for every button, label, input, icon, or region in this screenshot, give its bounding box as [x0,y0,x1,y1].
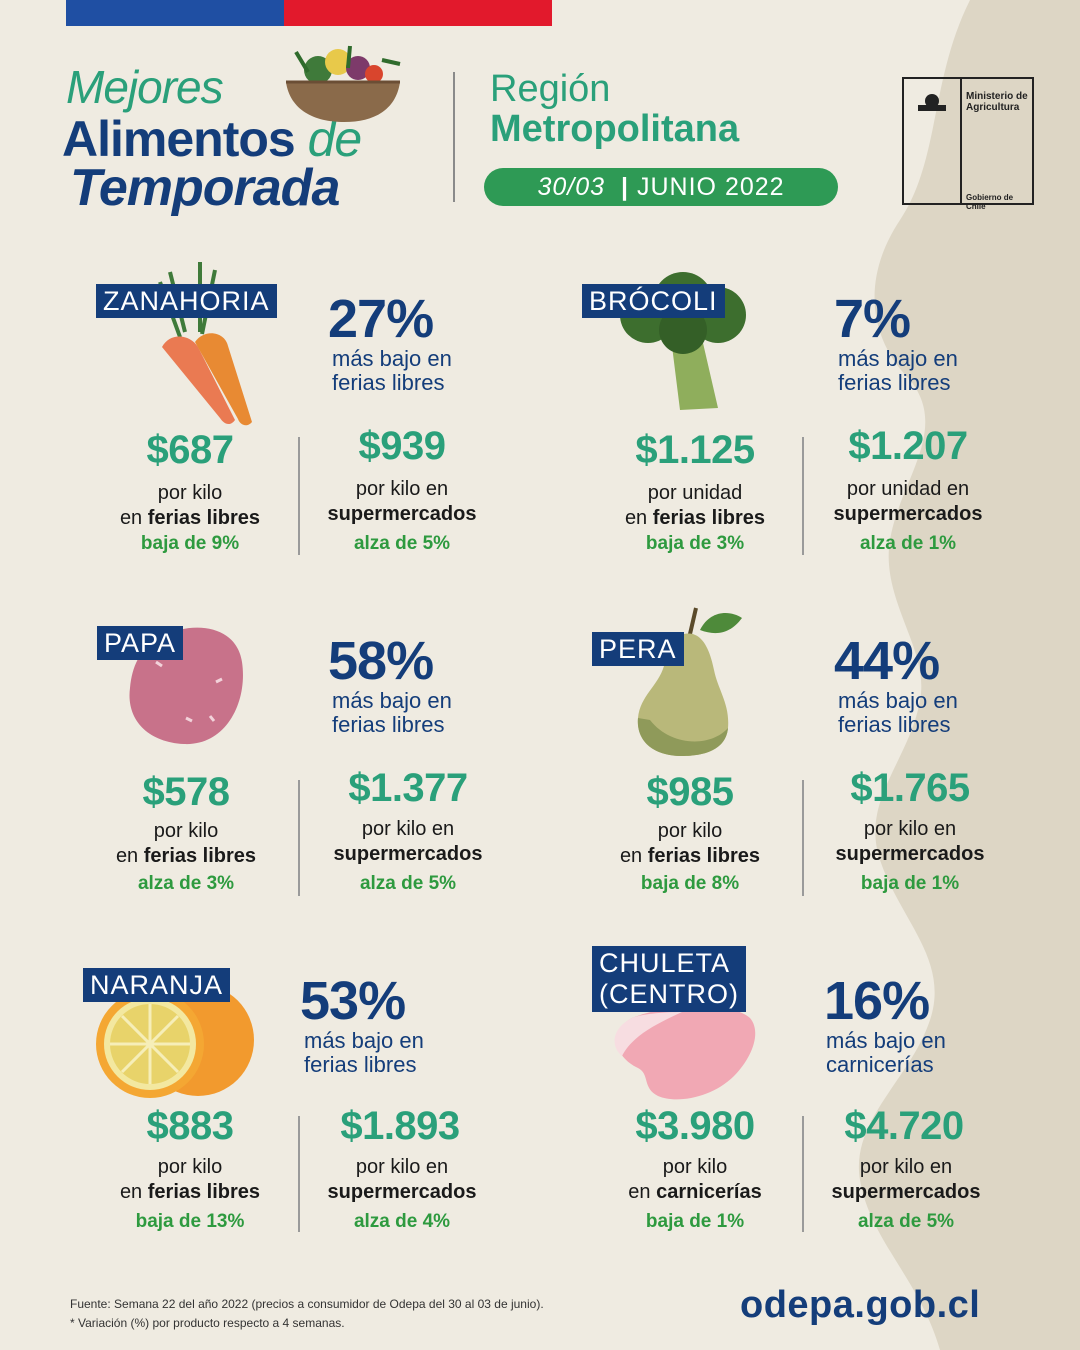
vegetable-bowl-icon [286,45,401,122]
change-supermercados: alza de 5% [857,1211,955,1232]
variation-note: * Variación (%) por producto respecto a … [70,1316,345,1330]
savings-percent: 44% [834,631,940,691]
unit-supermercados: por kilo en supermercados [327,478,477,525]
background-decoration [858,0,1080,1350]
pear-icon [637,607,742,756]
region-name: Metropolitana [490,108,740,150]
price-carnicerias: $3.980 [635,1104,755,1148]
unit-supermercados: por kilo en supermercados [831,1156,981,1203]
savings-desc: más bajo en ferias libres [838,688,958,737]
price-ferias: $687 [146,428,234,472]
coat-of-arms-icon [918,94,946,111]
price-supermercados: $1.207 [848,424,968,468]
region-label: Región [490,68,611,110]
product-label-brocoli: BRÓCOLI [582,284,725,318]
change-supermercados: baja de 1% [860,873,960,894]
header-divider [453,72,455,202]
ministry-name: Ministerio de Agricultura [966,91,1028,113]
column-divider [298,1116,300,1232]
savings-desc: más bajo en ferias libres [332,346,452,395]
title-line-3: Temporada [70,159,340,217]
unit-supermercados: por unidad en supermercados [833,478,983,525]
unit-ferias: por kilo en ferias libres [119,482,261,529]
product-label-pera: PERA [592,632,684,666]
savings-desc: más bajo en ferias libres [304,1028,424,1077]
column-divider [802,780,804,896]
price-ferias: $578 [142,770,230,814]
change-supermercados: alza de 5% [353,533,451,554]
savings-percent: 16% [824,971,930,1031]
change-supermercados: alza de 5% [359,873,457,894]
flag-red-stripe [284,0,552,26]
ministry-logo: Ministerio de Agricultura Gobierno de Ch… [902,77,1034,211]
savings-percent: 58% [328,631,434,691]
product-label-naranja: NARANJA [83,968,231,1002]
change-carnicerias: baja de 1% [645,1211,745,1232]
unit-carnicerias: por kilo en carnicerías [628,1156,762,1203]
date-badge: 30/03 | JUNIO 2022 [484,168,838,206]
unit-ferias: por unidad en ferias libres [624,482,766,529]
column-divider [802,437,804,555]
column-divider [802,1116,804,1232]
flag-blue-stripe [66,0,284,26]
website-link[interactable]: odepa.gob.cl [740,1284,981,1326]
title-line-1: Mejores [66,61,224,113]
orange-icon [96,984,254,1098]
unit-supermercados: por kilo en supermercados [333,818,483,865]
product-label-papa: PAPA [97,626,184,660]
savings-desc: más bajo en ferias libres [838,346,958,395]
change-ferias: baja de 9% [140,533,240,554]
product-label-zanahoria: ZANAHORIA [96,284,277,318]
unit-ferias: por kilo en ferias libres [119,1156,261,1203]
price-supermercados: $1.765 [850,766,970,810]
change-ferias: alza de 3% [137,873,235,894]
unit-ferias: por kilo en ferias libres [115,820,257,867]
change-ferias: baja de 3% [645,533,745,554]
price-supermercados: $1.377 [348,766,468,810]
date-month: JUNIO 2022 [637,172,785,201]
date-range: 30/03 [537,172,605,201]
savings-desc: más bajo en ferias libres [332,688,452,737]
price-ferias: $883 [146,1104,234,1148]
column-divider [298,780,300,896]
unit-supermercados: por kilo en supermercados [835,818,985,865]
unit-ferias: por kilo en ferias libres [619,820,761,867]
change-supermercados: alza de 4% [353,1211,451,1232]
price-ferias: $985 [646,770,734,814]
source-note: Fuente: Semana 22 del año 2022 (precios … [70,1297,544,1311]
savings-percent: 53% [300,971,406,1031]
savings-percent: 27% [328,289,434,349]
change-ferias: baja de 8% [640,873,740,894]
price-supermercados: $1.893 [340,1104,460,1148]
price-supermercados: $939 [358,424,446,468]
change-supermercados: alza de 1% [859,533,957,554]
savings-percent: 7% [834,289,911,349]
price-ferias: $1.125 [635,428,755,472]
government-label: Gobierno de Chile [966,193,1014,211]
savings-desc: más bajo en carnicerías [826,1028,946,1077]
unit-supermercados: por kilo en supermercados [327,1156,477,1203]
change-ferias: baja de 13% [135,1211,245,1232]
column-divider [298,437,300,555]
product-label-chuleta: CHULETA (CENTRO) [592,946,746,1012]
price-supermercados: $4.720 [844,1104,964,1148]
pork-chop-icon [614,1006,756,1100]
